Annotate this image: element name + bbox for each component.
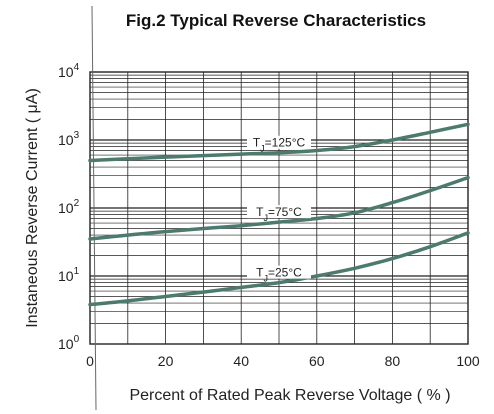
y-tick-label: 101 (58, 266, 80, 284)
series-line-0 (88, 122, 470, 163)
y-tick-label: 102 (58, 198, 80, 216)
curve-label-background (247, 265, 311, 279)
y-tick-label: 103 (58, 130, 80, 148)
y-tick-label: 104 (58, 62, 80, 80)
x-tick-label: 0 (86, 353, 94, 369)
series-line-2 (88, 231, 470, 307)
x-axis-label: Percent of Rated Peak Reverse Voltage ( … (129, 387, 450, 404)
y-axis-label: Instaneous Reverse Current ( μA) (24, 88, 41, 328)
x-tick-label: 80 (385, 353, 401, 369)
series-layer (88, 122, 470, 307)
curve-label-2: TJ=25°C (256, 266, 302, 284)
curve-labels: TJ=125°C TJ=75°C TJ=25°C (247, 135, 311, 284)
curve-label-1: TJ=75°C (256, 205, 302, 223)
x-tick-label: 100 (456, 353, 480, 369)
x-tick-label: 60 (309, 353, 325, 369)
x-tick-label: 20 (158, 353, 174, 369)
y-axis-ticks: 104 103 102 101 100 (58, 62, 80, 352)
y-tick-label: 100 (58, 334, 80, 352)
x-axis-ticks: 0 20 40 60 80 100 (86, 353, 480, 369)
plot-frame (89, 71, 469, 345)
curve-label-background (247, 205, 311, 219)
curve-label-0: TJ=125°C (253, 136, 306, 154)
series-line-1 (88, 175, 470, 241)
scan-line (91, 5, 97, 411)
curve-label-background (247, 135, 311, 149)
chart-title: Fig.2 Typical Reverse Characteristics (126, 11, 426, 30)
x-tick-label: 40 (233, 353, 249, 369)
